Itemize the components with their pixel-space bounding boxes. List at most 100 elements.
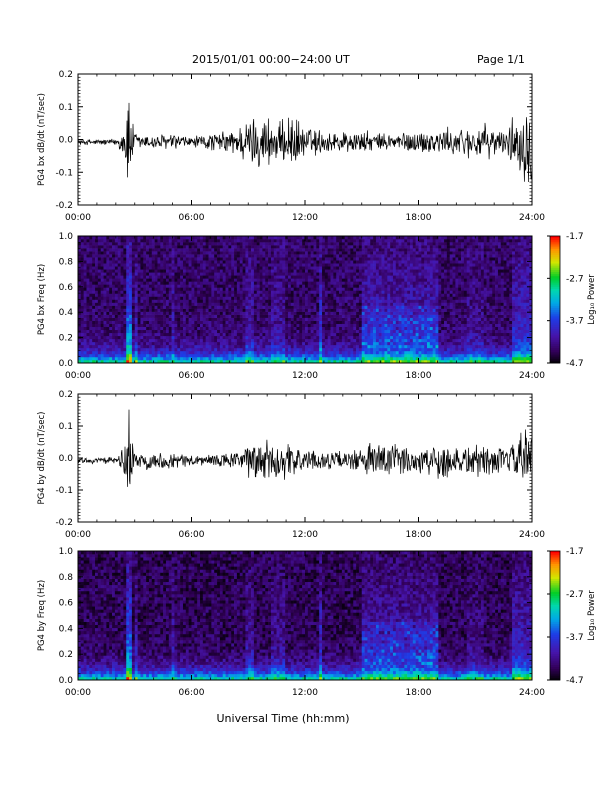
spectrogram-cell (200, 299, 204, 303)
spectrogram-cell (222, 254, 226, 258)
spectrogram-cell (123, 341, 127, 346)
spectrogram-cell (322, 269, 326, 273)
spectrogram-cell (117, 251, 121, 255)
spectrogram-cell (401, 248, 405, 252)
spectrogram-cell (253, 251, 258, 255)
spectrogram-cell (114, 275, 119, 279)
spectrogram-cell (262, 344, 266, 349)
spectrogram-cell (95, 293, 99, 297)
spectrogram-cell (395, 302, 399, 306)
spectrogram-cell (100, 290, 104, 294)
spectrogram-cell (205, 299, 209, 303)
spectrogram-cell (126, 344, 130, 349)
spectrogram-cell (245, 263, 249, 267)
spectrogram-cell (214, 239, 218, 243)
spectrogram-cell (126, 347, 130, 352)
spectrogram-cell (165, 299, 170, 303)
spectrogram-cell (165, 257, 170, 261)
spectrogram-cell (287, 266, 292, 270)
spectrogram-cell (80, 308, 84, 312)
spectrogram-cell (395, 278, 399, 282)
spectrogram-cell (160, 263, 164, 267)
spectrogram-cell (174, 248, 178, 252)
spectrogram-cell (236, 317, 241, 321)
spectrogram-cell (285, 347, 289, 352)
spectrogram-cell (248, 299, 252, 303)
spectrogram-cell (109, 278, 113, 282)
spectrogram-cell (171, 308, 175, 312)
spectrogram-cell (395, 329, 399, 334)
spectrogram-cell (92, 326, 96, 331)
spectrogram-cell (364, 359, 368, 364)
spectrogram-cell (131, 302, 136, 306)
spectrogram-cell (208, 320, 212, 324)
spectrogram-cell (270, 338, 275, 343)
spectrogram-cell (83, 332, 87, 337)
spectrogram-cell (361, 302, 365, 306)
spectrogram-cell (302, 266, 306, 270)
spectrogram-cell (109, 254, 113, 258)
spectrogram-cell (339, 251, 343, 255)
spectrogram-cell (211, 344, 215, 349)
spectrogram-cell (114, 251, 119, 255)
spectrogram-cell (151, 248, 155, 252)
spectrogram-cell (114, 236, 119, 240)
spectrogram-cell (239, 254, 243, 258)
spectrogram-cell (242, 338, 246, 343)
spectrogram-cell (200, 281, 204, 285)
spectrogram-cell (92, 242, 96, 246)
spectrogram-cell (103, 320, 107, 324)
spectrogram-cell (384, 347, 388, 352)
spectrogram-cell (285, 263, 289, 267)
spectrogram-cell (92, 332, 96, 337)
spectrogram-cell (171, 251, 175, 255)
spectrogram-cell (290, 311, 294, 315)
spectrogram-cell (401, 314, 405, 318)
spectrogram-cell (361, 254, 365, 258)
spectrogram-cell (270, 305, 275, 309)
spectrogram-cell (251, 326, 255, 331)
spectrogram-cell (367, 275, 371, 279)
spectrogram-cell (350, 275, 354, 279)
spectrogram-cell (390, 254, 394, 258)
spectrogram-cell (97, 329, 101, 334)
spectrogram-cell (157, 296, 161, 300)
spectrogram-cell (222, 290, 226, 294)
spectrogram-cell (307, 329, 311, 334)
spectrogram-cell (270, 302, 275, 306)
spectrogram-cell (231, 251, 235, 255)
spectrogram-cell (165, 296, 170, 300)
spectrogram-cell (168, 344, 172, 349)
spectrogram-cell (242, 287, 246, 291)
spectrogram-cell (307, 305, 311, 309)
spectrogram-cell (126, 338, 130, 343)
spectrogram-cell (259, 338, 263, 343)
spectrogram-cell (361, 338, 365, 343)
spectrogram-cell (168, 239, 172, 243)
spectrogram-cell (299, 338, 303, 343)
spectrogram-cell (129, 260, 133, 264)
spectrogram-cell (364, 350, 368, 355)
spectrogram-cell (180, 302, 184, 306)
spectrogram-cell (324, 341, 328, 346)
spectrogram-cell (270, 245, 275, 249)
spectrogram-cell (375, 296, 380, 300)
spectrogram-cell (373, 281, 377, 285)
spectrogram-cell (375, 353, 380, 358)
spectrogram-cell (310, 281, 314, 285)
spectrogram-cell (165, 332, 170, 337)
spectrogram-cell (336, 260, 340, 264)
spectrogram-cell (364, 239, 368, 243)
spectrogram-cell (97, 305, 101, 309)
spectrogram-cell (188, 320, 192, 324)
spectrogram-cell (322, 251, 326, 255)
spectrogram-cell (177, 281, 181, 285)
spectrogram-cell (131, 239, 136, 243)
spectrogram-cell (92, 254, 96, 258)
spectrogram-cell (143, 281, 147, 285)
spectrogram-cell (350, 242, 354, 246)
spectrogram-cell (103, 284, 107, 288)
spectrogram-cell (313, 251, 317, 255)
spectrogram-cell (350, 353, 354, 358)
spectrogram-cell (89, 290, 93, 294)
